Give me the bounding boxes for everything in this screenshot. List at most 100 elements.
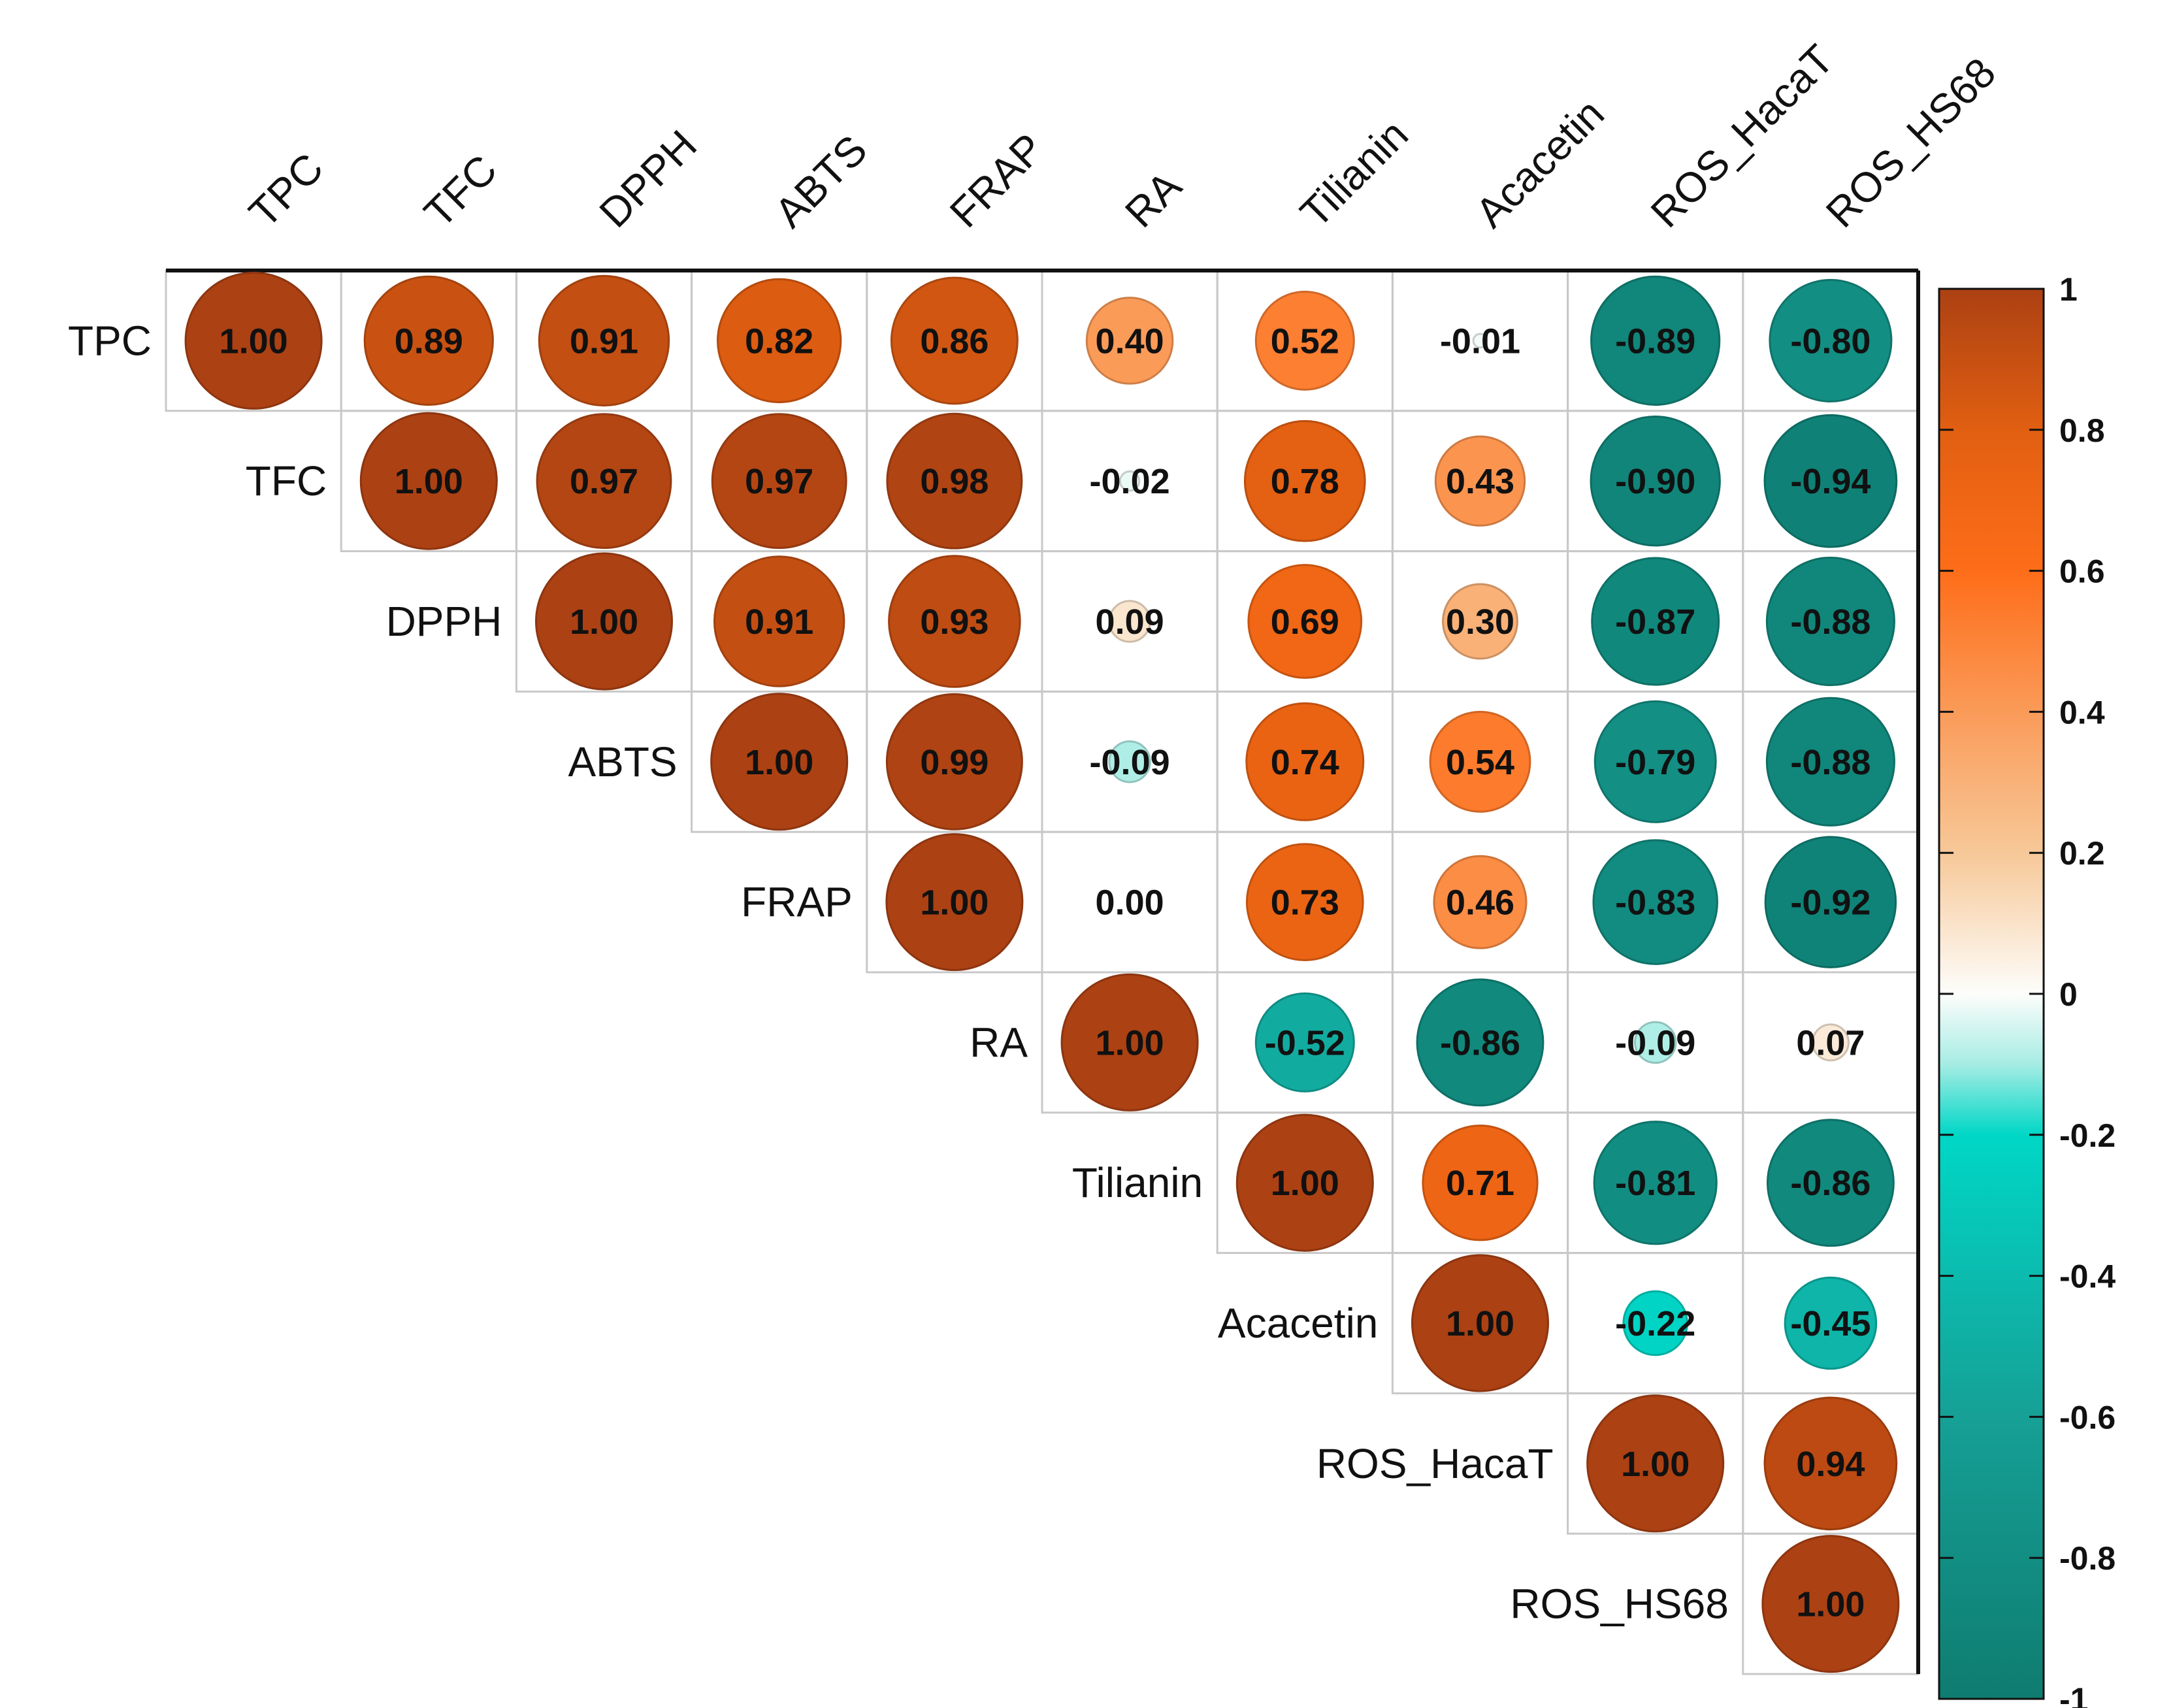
color-bar-tick-label: -0.6 bbox=[2059, 1399, 2116, 1436]
row-label: Tilianin bbox=[1072, 1159, 1203, 1206]
correlation-value: 0.98 bbox=[920, 462, 988, 501]
row-label: ABTS bbox=[568, 738, 677, 785]
correlation-circle bbox=[1764, 836, 1897, 968]
correlation-circle bbox=[1472, 333, 1488, 349]
correlation-value: 0.82 bbox=[745, 321, 813, 361]
correlation-circle bbox=[1060, 973, 1199, 1111]
correlation-value: -0.02 bbox=[1090, 462, 1170, 501]
row-label: ROS_HS68 bbox=[1510, 1581, 1728, 1628]
color-bar-tick-label: 0.4 bbox=[2059, 694, 2105, 731]
correlation-value: -0.88 bbox=[1790, 743, 1871, 782]
correlation-value: 0.93 bbox=[920, 602, 988, 642]
row-labels: TPC TFC DPPH ABTS FRAP RA Tilianin Acacetin ROS_… bbox=[68, 317, 1729, 1627]
correlation-circle bbox=[888, 555, 1021, 688]
correlation-value: 1.00 bbox=[1096, 1023, 1164, 1062]
column-label: Acacetin bbox=[1466, 90, 1612, 236]
correlation-circle bbox=[885, 833, 1024, 972]
row-label: TPC bbox=[68, 317, 152, 364]
correlation-circle bbox=[1622, 1290, 1688, 1356]
correlation-circle bbox=[1254, 290, 1355, 391]
correlation-value: 0.74 bbox=[1271, 743, 1339, 782]
correlation-value: 1.00 bbox=[570, 602, 638, 642]
color-bar-tick-label: -1 bbox=[2059, 1681, 2088, 1708]
correlation-circle bbox=[1590, 275, 1721, 406]
correlation-value: -0.88 bbox=[1790, 602, 1871, 642]
correlation-value: 0.30 bbox=[1446, 602, 1514, 642]
color-bar-tick-label: -0.2 bbox=[2059, 1117, 2116, 1154]
correlation-value: 1.00 bbox=[220, 321, 288, 361]
correlation-value: -0.79 bbox=[1615, 743, 1695, 782]
correlation-circle bbox=[1634, 1021, 1677, 1064]
column-label: TFC bbox=[415, 146, 506, 237]
correlation-circle bbox=[1763, 414, 1898, 548]
correlation-value: 1.00 bbox=[1271, 1164, 1339, 1203]
color-bar-tick-label: 1 bbox=[2059, 271, 2078, 308]
correlation-value: -0.45 bbox=[1790, 1304, 1871, 1343]
correlation-circle bbox=[1593, 700, 1717, 823]
correlation-value: -0.87 bbox=[1615, 602, 1695, 642]
correlation-value: 0.99 bbox=[920, 743, 988, 782]
correlation-circle bbox=[1254, 992, 1355, 1092]
correlation-circle bbox=[1593, 1121, 1718, 1245]
correlation-circle bbox=[713, 555, 845, 687]
color-bar-tick-label: -0.8 bbox=[2059, 1540, 2116, 1577]
color-bar-tick-label: 0.6 bbox=[2059, 553, 2105, 590]
correlation-circle bbox=[1784, 1276, 1878, 1370]
correlation-value: 0.43 bbox=[1446, 462, 1514, 501]
correlation-circle bbox=[1442, 583, 1518, 660]
correlation-value: -0.86 bbox=[1790, 1164, 1871, 1203]
column-label: ABTS bbox=[766, 126, 876, 237]
column-labels: TPC TFC DPPH ABTS FRAP RA Tilianin Acacetin ROS_… bbox=[240, 35, 2004, 236]
correlation-value: -0.92 bbox=[1790, 883, 1871, 923]
color-bar-tick-label: 0 bbox=[2059, 976, 2078, 1013]
correlation-cells: 1.00 0.89 0.91 0.82 0.86 0.40 0.52 -0.01 -0.89 -0… bbox=[184, 271, 1900, 1673]
color-bar-tick-label: 0.2 bbox=[2059, 835, 2105, 872]
column-label: DPPH bbox=[590, 121, 706, 237]
column-label: Tilianin bbox=[1291, 110, 1417, 237]
column-label: RA bbox=[1116, 162, 1190, 237]
color-legend: 1 0.8 0.6 0.4 0.2 0 -0.2 -0.4 -0.6 -0.8 -1 bbox=[1938, 271, 2116, 1708]
correlation-circle bbox=[184, 271, 323, 410]
correlation-value: -0.81 bbox=[1615, 1164, 1695, 1203]
correlation-circle bbox=[1433, 855, 1528, 949]
correlation-circle bbox=[359, 412, 498, 550]
row-label: FRAP bbox=[741, 879, 853, 926]
correlation-circle bbox=[885, 693, 1023, 830]
correlation-value: 0.73 bbox=[1271, 883, 1339, 923]
correlation-value: -0.83 bbox=[1615, 883, 1695, 923]
correlation-circle bbox=[1586, 1394, 1725, 1533]
correlation-value: 0.09 bbox=[1096, 602, 1164, 642]
correlation-circle bbox=[1591, 557, 1720, 686]
correlation-value: 0.89 bbox=[395, 321, 463, 361]
correlation-circle bbox=[890, 276, 1019, 405]
correlation-circle bbox=[1247, 564, 1363, 679]
correlation-circle bbox=[1590, 416, 1721, 547]
correlation-circle bbox=[1765, 697, 1895, 827]
correlation-value: -0.09 bbox=[1615, 1023, 1695, 1062]
correlation-circle bbox=[1422, 1125, 1539, 1241]
correlation-value: 0.91 bbox=[570, 321, 638, 361]
row-label: Acacetin bbox=[1218, 1300, 1378, 1347]
correlation-value: -0.94 bbox=[1790, 462, 1871, 501]
correlation-circle bbox=[1245, 702, 1365, 821]
correlation-circle bbox=[1592, 839, 1718, 965]
correlation-circle bbox=[1769, 278, 1893, 402]
correlation-circle bbox=[710, 693, 849, 831]
correlation-value: -0.89 bbox=[1615, 321, 1695, 361]
correlation-value: 0.54 bbox=[1446, 743, 1514, 782]
correlation-grid bbox=[165, 269, 1920, 1675]
correlation-circle bbox=[1416, 978, 1544, 1107]
color-bar bbox=[1938, 287, 2045, 1700]
correlation-value: 0.78 bbox=[1271, 462, 1339, 501]
correlation-value: 0.97 bbox=[570, 462, 638, 501]
correlation-value: -0.09 bbox=[1090, 743, 1170, 782]
row-label: ROS_HacaT bbox=[1316, 1440, 1554, 1487]
correlation-value: 1.00 bbox=[1796, 1585, 1865, 1624]
row-label: RA bbox=[970, 1019, 1028, 1066]
correlation-value: 0.07 bbox=[1796, 1023, 1865, 1062]
correlation-value: -0.90 bbox=[1615, 462, 1695, 501]
correlation-circle bbox=[1245, 843, 1364, 961]
correlation-value: 0.00 bbox=[1096, 883, 1164, 923]
correlation-circle bbox=[886, 412, 1023, 550]
